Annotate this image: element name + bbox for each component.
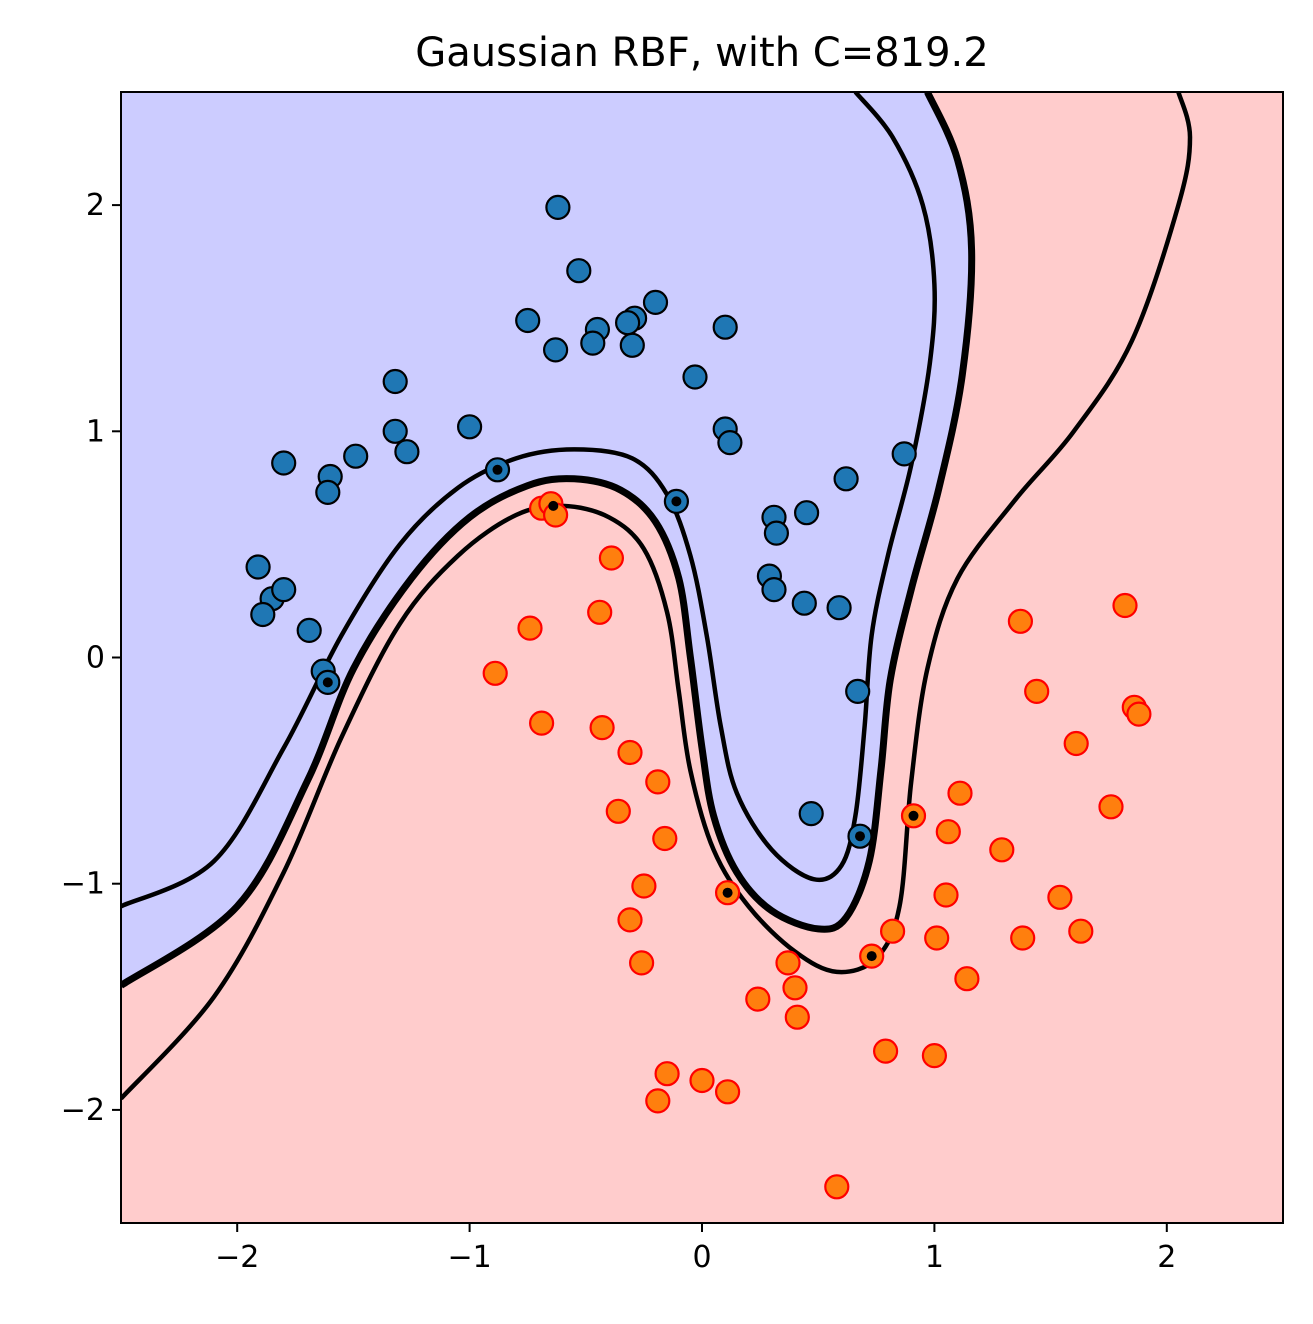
y-tick-label: 1 — [86, 414, 105, 449]
x-tick-label: 2 — [1157, 1240, 1176, 1275]
blue-point — [343, 443, 369, 469]
orange-point — [872, 1038, 899, 1064]
orange-point — [617, 907, 643, 933]
support-vector-marker — [866, 951, 877, 962]
margin-upper-line — [121, 92, 937, 909]
blue-point — [271, 450, 297, 476]
orange-point — [775, 950, 801, 976]
orange-point — [1010, 925, 1036, 951]
blue-point — [296, 617, 322, 644]
blue-point — [826, 595, 852, 621]
blue-point — [580, 330, 606, 356]
x-tick-label: 0 — [692, 1240, 711, 1275]
y-tick-label: −2 — [61, 1093, 105, 1128]
orange-point — [528, 710, 555, 736]
orange-point — [989, 837, 1015, 863]
orange-point — [714, 1079, 741, 1105]
orange-point — [517, 615, 543, 641]
support-vector-marker — [671, 496, 682, 507]
blue-point — [271, 576, 297, 603]
blue-point — [542, 337, 569, 363]
y-axis: −2 −1 0 1 2 — [61, 188, 121, 1128]
orange-point — [933, 882, 959, 908]
orange-point — [617, 739, 643, 766]
blue-point — [614, 310, 641, 336]
x-tick-label: −2 — [215, 1240, 259, 1275]
blue-point — [642, 289, 669, 315]
y-tick-label: 2 — [86, 188, 105, 223]
orange-point — [1024, 678, 1050, 705]
orange-point — [924, 925, 950, 951]
blue-point — [250, 601, 276, 628]
support-vector-marker — [548, 500, 559, 511]
blue-point — [515, 307, 541, 334]
blue-point — [761, 576, 787, 603]
blue-point — [457, 414, 483, 440]
orange-point — [598, 545, 625, 571]
chart-title: Gaussian RBF, with C=819.2 — [415, 30, 988, 76]
blue-point — [763, 520, 790, 546]
orange-point — [947, 780, 973, 806]
x-tick-label: 1 — [925, 1240, 944, 1275]
orange-point — [689, 1067, 715, 1094]
x-tick-label: −1 — [447, 1240, 491, 1275]
orange-point — [745, 986, 771, 1012]
margin-lower-line — [121, 92, 1193, 1101]
blue-point — [545, 194, 571, 220]
orange-point — [782, 975, 808, 1001]
blue-point — [394, 439, 420, 465]
support-vector-marker — [908, 810, 919, 821]
support-vector-marker — [322, 677, 333, 688]
blue-point — [791, 590, 817, 616]
orange-point — [1126, 701, 1152, 727]
orange-point — [645, 1088, 671, 1114]
points-layer — [245, 194, 1152, 1200]
blue-point — [382, 368, 408, 395]
orange-point — [645, 769, 671, 795]
orange-point — [935, 819, 961, 845]
blue-point — [382, 418, 408, 444]
orange-point — [482, 660, 508, 686]
blue-point — [245, 554, 271, 580]
orange-point — [784, 1004, 810, 1030]
blue-point — [682, 364, 708, 390]
blue-point — [712, 314, 738, 340]
plot-area — [121, 92, 1283, 1223]
orange-point — [605, 798, 631, 824]
orange-point — [652, 825, 678, 852]
orange-point — [1063, 730, 1089, 757]
orange-point — [1047, 884, 1073, 910]
positive-region — [121, 92, 972, 986]
blue-point — [315, 479, 341, 505]
orange-point — [921, 1042, 948, 1069]
orange-point — [1112, 592, 1138, 619]
support-vector-marker — [492, 464, 503, 475]
orange-point — [587, 599, 613, 625]
orange-point — [589, 714, 615, 741]
blue-point — [793, 500, 820, 526]
orange-point — [1068, 918, 1094, 944]
x-axis: −2 −1 0 1 2 — [215, 1223, 1176, 1275]
blue-point — [619, 332, 645, 358]
blue-point — [845, 678, 871, 705]
y-tick-label: 0 — [86, 641, 105, 676]
blue-point — [891, 441, 917, 467]
orange-point — [824, 1174, 850, 1200]
blue-point — [798, 800, 824, 827]
orange-point — [631, 873, 657, 899]
support-vector-marker — [722, 887, 733, 898]
orange-point — [628, 950, 655, 976]
orange-point — [1007, 608, 1034, 634]
orange-point — [954, 966, 980, 992]
orange-point — [654, 1061, 680, 1087]
blue-point — [717, 430, 743, 456]
orange-point — [1098, 794, 1124, 820]
blue-point — [566, 258, 592, 284]
support-vector-marker — [855, 831, 865, 842]
decision-boundary-line — [121, 92, 976, 989]
orange-point — [879, 918, 906, 944]
y-tick-label: −1 — [61, 867, 105, 902]
blue-point — [833, 466, 859, 492]
